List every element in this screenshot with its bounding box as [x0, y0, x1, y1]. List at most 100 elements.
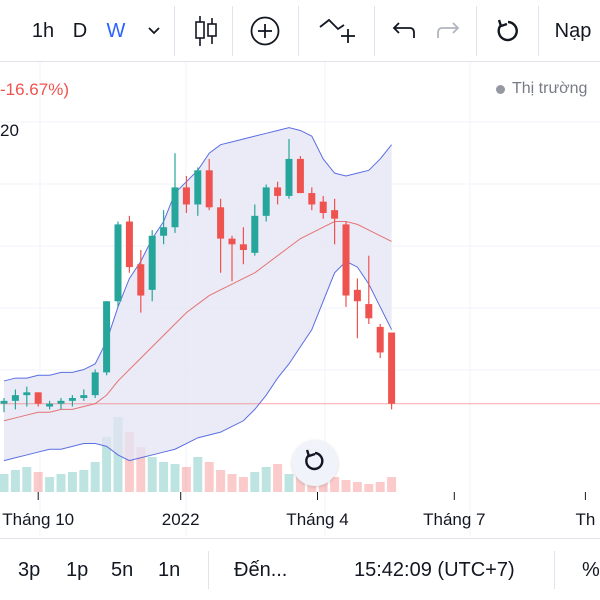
- indicator-period-label: 20: [0, 121, 19, 140]
- interval-d-button[interactable]: D: [72, 19, 88, 42]
- volume-bar: [387, 477, 397, 492]
- volume-bar: [181, 467, 191, 492]
- add-indicator-button[interactable]: [244, 0, 286, 62]
- interval-1h-button[interactable]: 1h: [31, 19, 55, 42]
- candle-body: [91, 372, 99, 396]
- redo-button[interactable]: [432, 0, 466, 62]
- toolbar-divider: [232, 6, 233, 56]
- volume-bar: [204, 462, 214, 492]
- volume-bar: [364, 484, 374, 492]
- bottom-bar: 3p 1p 5n 1n Đến... 15:42:09 (UTC+7) %: [0, 538, 600, 600]
- candle-body: [308, 193, 316, 205]
- candle-body: [57, 400, 65, 404]
- candle-body: [365, 304, 373, 319]
- volume-bar: [56, 474, 66, 492]
- candle-body: [285, 158, 293, 196]
- volume-bar: [170, 464, 180, 492]
- volume-bar: [10, 470, 20, 492]
- time-tick-label: Tháng 7: [423, 510, 486, 529]
- candle-body: [388, 332, 396, 404]
- time-tick-label: Tháng 4: [286, 510, 349, 529]
- range-1p-button[interactable]: 1p: [66, 558, 89, 581]
- interval-w-button[interactable]: W: [106, 19, 126, 42]
- range-3p-button[interactable]: 3p: [18, 558, 41, 581]
- volume-bar: [102, 437, 112, 492]
- reset-icon: [302, 448, 328, 479]
- bollinger-middle-line: [3, 221, 392, 422]
- deposit-button[interactable]: Nạp: [554, 19, 592, 42]
- time-axis[interactable]: Tháng 10 2022 Tháng 4 Tháng 7 Th: [0, 500, 600, 538]
- bollinger-band-fill: [4, 127, 392, 461]
- market-status-label: Thị trường: [512, 80, 588, 97]
- volume-bar: [352, 482, 362, 492]
- chevron-down-icon: [147, 26, 161, 36]
- candle-body: [125, 221, 133, 268]
- candle-body: [262, 187, 270, 216]
- refresh-button[interactable]: [490, 0, 526, 62]
- candle-body: [171, 187, 179, 228]
- candle-body: [34, 392, 42, 404]
- candle-style-button[interactable]: [186, 0, 226, 62]
- time-tick-label: Th: [575, 510, 596, 529]
- volume-bar: [33, 472, 43, 492]
- volume-bar: [250, 472, 260, 492]
- range-5n-button[interactable]: 5n: [111, 558, 134, 581]
- candle-body: [353, 289, 361, 302]
- toolbar-divider: [374, 6, 375, 56]
- candle-body: [137, 264, 145, 296]
- candle-body: [205, 170, 213, 208]
- bottom-divider: [208, 551, 209, 589]
- volume-bar: [341, 480, 351, 492]
- candle-body: [239, 244, 247, 250]
- volume-bar: [136, 447, 146, 492]
- volume-bar: [67, 472, 77, 492]
- redo-icon: [436, 20, 462, 42]
- bottom-divider: [554, 551, 555, 589]
- candle-body: [319, 201, 327, 213]
- volume-bar: [375, 482, 385, 492]
- volume-bar: [90, 462, 100, 492]
- candle-body: [376, 326, 384, 353]
- market-status: Thị trường: [496, 80, 587, 98]
- reset-chart-button[interactable]: [292, 440, 338, 486]
- volume-bar: [238, 477, 248, 492]
- toolbar-divider: [174, 6, 175, 56]
- volume-bar: [79, 470, 89, 492]
- candle-body: [251, 215, 259, 253]
- refresh-icon: [494, 17, 522, 45]
- volume-bar: [330, 477, 340, 492]
- interval-dropdown-button[interactable]: [140, 0, 168, 62]
- candle-body: [217, 207, 225, 239]
- bollinger-lower-line: [3, 260, 393, 462]
- compare-symbol-button[interactable]: [314, 0, 360, 62]
- status-dot-icon: [496, 84, 505, 94]
- candle-body: [68, 398, 76, 401]
- toolbar-divider: [298, 6, 299, 56]
- goto-date-button[interactable]: Đến...: [234, 558, 288, 581]
- candlestick-icon: [193, 14, 219, 48]
- percent-scale-button[interactable]: %: [582, 558, 600, 581]
- clock-timezone[interactable]: 15:42:09 (UTC+7): [354, 558, 515, 581]
- plus-circle-icon: [249, 15, 281, 47]
- candle-body: [148, 235, 156, 290]
- volume-bar: [227, 474, 237, 492]
- candle-body: [182, 187, 190, 205]
- candle-body: [228, 238, 236, 245]
- candle-body: [114, 224, 122, 302]
- undo-button[interactable]: [386, 0, 420, 62]
- price-change-label: -16.67%): [0, 80, 69, 99]
- candle-body: [296, 158, 304, 194]
- candle-body: [80, 395, 88, 398]
- candle-body: [194, 170, 202, 205]
- top-toolbar: 1h D W: [0, 0, 600, 62]
- volume-bar: [147, 457, 157, 492]
- time-tick-label: Tháng 10: [2, 510, 75, 529]
- volume-bar: [45, 477, 55, 492]
- volume-bar: [273, 464, 283, 492]
- candle-body: [274, 187, 282, 196]
- volume-bar: [159, 462, 169, 492]
- range-1n-button[interactable]: 1n: [158, 558, 181, 581]
- price-chart[interactable]: [0, 62, 600, 536]
- volume-bar: [216, 470, 226, 492]
- time-tick-label: 2022: [161, 510, 200, 529]
